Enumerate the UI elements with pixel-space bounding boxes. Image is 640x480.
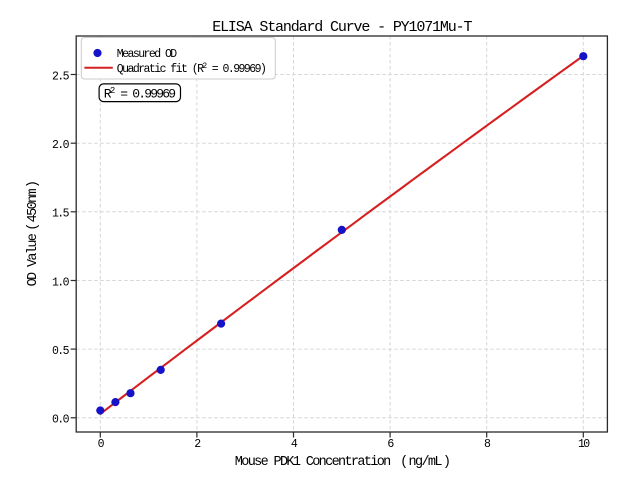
svg-text:ELISA Standard Curve - PY1071M: ELISA Standard Curve - PY1071Mu-T bbox=[212, 19, 472, 36]
svg-text:4: 4 bbox=[291, 438, 298, 451]
svg-text:Measured OD: Measured OD bbox=[117, 48, 178, 61]
svg-text:8: 8 bbox=[484, 438, 491, 451]
svg-text:10: 10 bbox=[578, 438, 590, 451]
svg-text:0.5: 0.5 bbox=[52, 345, 70, 358]
svg-text:2.0: 2.0 bbox=[52, 139, 70, 152]
svg-text:2.5: 2.5 bbox=[52, 70, 70, 83]
svg-text:6: 6 bbox=[387, 438, 394, 451]
svg-text:0: 0 bbox=[98, 438, 105, 451]
svg-text:1.5: 1.5 bbox=[52, 208, 70, 221]
svg-text:Mouse PDK1 Concentration (ng/m: Mouse PDK1 Concentration (ng/mL) bbox=[235, 455, 449, 470]
svg-text:0.0: 0.0 bbox=[52, 414, 70, 427]
svg-text:2: 2 bbox=[194, 438, 201, 451]
svg-text:Quadratic fit (R2 = 0.99969): Quadratic fit (R2 = 0.99969) bbox=[117, 62, 266, 76]
svg-text:R2 = 0.99969: R2 = 0.99969 bbox=[104, 86, 175, 102]
svg-text:1.0: 1.0 bbox=[52, 276, 70, 289]
